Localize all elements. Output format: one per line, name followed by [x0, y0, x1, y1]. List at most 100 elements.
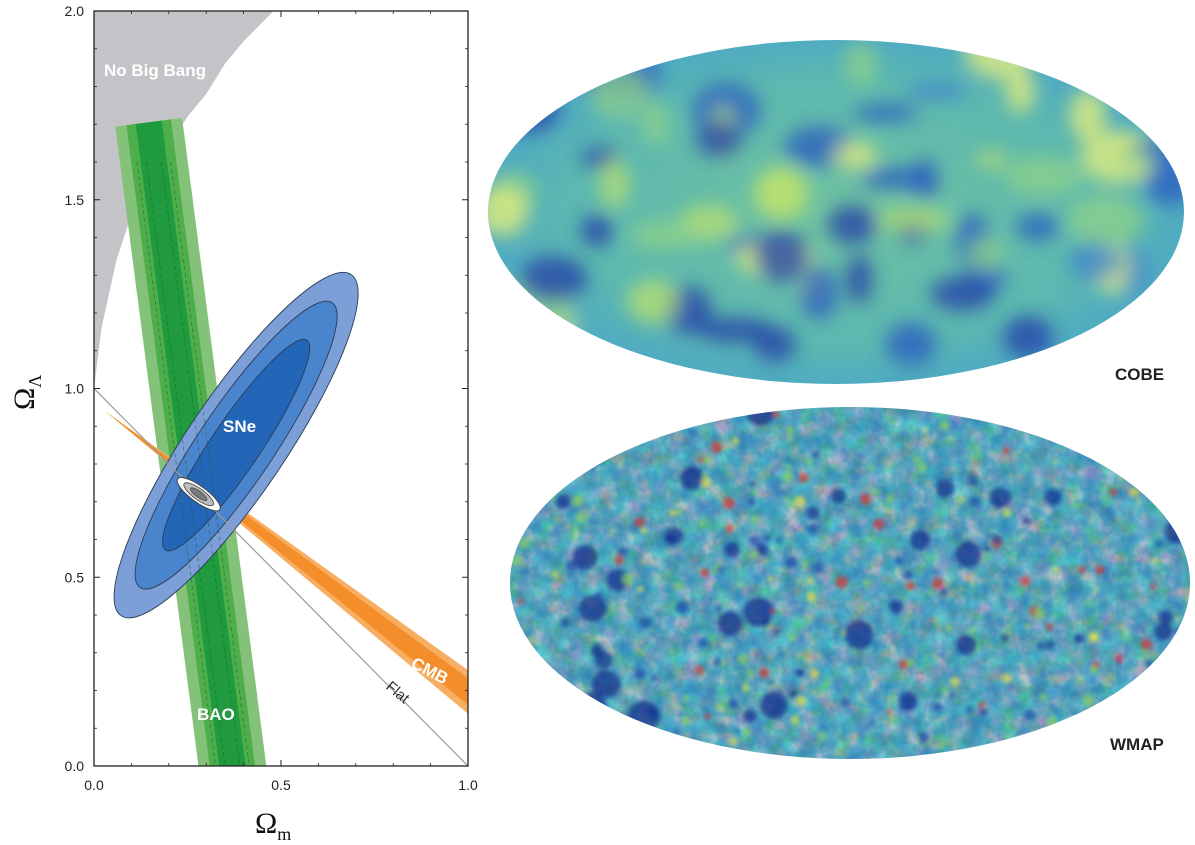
wmap-fluctuation: [634, 517, 645, 528]
wmap-fluctuation: [544, 460, 553, 469]
wmap-fluctuation: [519, 712, 530, 723]
wmap-fluctuation: [727, 472, 732, 477]
wmap-fluctuation: [1156, 539, 1164, 547]
wmap-fluctuation: [570, 721, 576, 727]
wmap-fluctuation: [1077, 677, 1084, 684]
cobe-sky-map: [488, 40, 1184, 384]
y-axis-ticks: 0.0 0.5 1.0 1.5 2.0: [65, 3, 468, 774]
wmap-fluctuation: [700, 477, 712, 488]
wmap-fluctuation: [889, 600, 904, 614]
wmap-fluctuation: [728, 698, 738, 709]
wmap-fluctuation: [918, 732, 929, 743]
cobe-fluctuation: [629, 220, 699, 250]
wmap-fluctuation: [551, 571, 559, 578]
wmap-fluctuation: [575, 511, 587, 523]
x-tick-label-0: 0.0: [84, 777, 104, 793]
wmap-fluctuation: [807, 524, 819, 535]
cobe-fluctuation: [754, 230, 809, 283]
wmap-fluctuation: [635, 670, 645, 680]
wmap-fluctuation: [624, 747, 630, 753]
wmap-fluctuation: [859, 493, 872, 505]
wmap-fluctuation: [1080, 736, 1090, 747]
wmap-fluctuation: [1060, 746, 1067, 753]
wmap-fluctuation: [1044, 488, 1062, 505]
cobe-fluctuation: [1069, 88, 1107, 142]
wmap-fluctuation: [901, 700, 907, 707]
wmap-fluctuation: [991, 534, 1002, 546]
wmap-fluctuation: [1185, 681, 1190, 687]
bao-dash-1: [146, 161, 226, 766]
wmap-fluctuation: [1154, 622, 1173, 641]
label-no-big-bang: No Big Bang: [104, 61, 206, 80]
wmap-fluctuation: [510, 671, 525, 692]
wmap-fluctuation: [522, 457, 529, 463]
wmap-fluctuation: [805, 458, 813, 466]
wmap-fluctuation: [1104, 508, 1109, 513]
cobe-fluctuation: [548, 40, 612, 85]
wmap-fluctuation: [899, 692, 918, 712]
wmap-fluctuation: [966, 705, 974, 713]
wmap-fluctuation: [1067, 743, 1072, 749]
wmap-fluctuation: [651, 675, 658, 682]
wmap-fluctuation: [955, 541, 982, 568]
cobe-fluctuation: [904, 82, 970, 100]
wmap-fluctuation: [939, 420, 950, 431]
wmap-fluctuation: [772, 410, 780, 418]
wmap-fluctuation: [1003, 447, 1010, 455]
wmap-fluctuation: [1078, 565, 1086, 574]
wmap-fluctuation: [756, 543, 769, 556]
wmap-fluctuation: [749, 549, 759, 559]
wmap-fluctuation: [952, 745, 958, 751]
wmap-fluctuation: [1024, 708, 1036, 721]
wmap-fluctuation: [786, 464, 791, 469]
y-tick-label-4: 2.0: [65, 3, 85, 19]
wmap-fluctuation: [1149, 718, 1161, 730]
wmap-fluctuation: [809, 668, 820, 679]
cobe-fluctuation: [493, 85, 560, 133]
combined-constraint: [176, 477, 221, 512]
x-tick-label-2: 1.0: [458, 777, 478, 793]
wmap-fluctuation: [790, 690, 798, 698]
wmap-fluctuation: [1025, 624, 1030, 629]
cobe-fluctuation: [599, 157, 630, 209]
wmap-sky-map: [510, 407, 1190, 759]
wmap-fluctuation: [699, 567, 710, 578]
wmap-fluctuation: [978, 702, 985, 708]
wmap-fluctuation: [1164, 482, 1171, 488]
wmap-fluctuation: [867, 464, 874, 471]
wmap-fluctuation: [567, 731, 580, 744]
wmap-fluctuation: [628, 700, 660, 733]
wmap-fluctuation: [1002, 508, 1012, 518]
wmap-fluctuation: [574, 717, 580, 722]
wmap-fluctuation: [830, 488, 846, 504]
wmap-fluctuation: [537, 460, 548, 471]
wmap-fluctuation: [620, 430, 625, 435]
wmap-fluctuation: [859, 454, 864, 459]
y-tick-label-3: 1.5: [65, 192, 85, 208]
wmap-fluctuation: [842, 698, 851, 707]
wmap-fluctuation: [750, 514, 759, 523]
wmap-fluctuation: [731, 437, 740, 445]
cobe-fluctuation: [911, 158, 939, 200]
wmap-fluctuation: [743, 709, 757, 723]
wmap-fluctuation: [933, 702, 943, 712]
wmap-fluctuation: [723, 497, 735, 510]
y-axis-symbol: Ω: [8, 388, 41, 410]
wmap-fluctuation: [774, 628, 780, 635]
y-axis-label: ΩΛ: [8, 375, 45, 410]
wmap-fluctuation: [515, 574, 520, 579]
wmap-fluctuation: [788, 632, 797, 642]
wmap-fluctuation: [885, 494, 893, 502]
cobe-fluctuation: [876, 207, 951, 232]
wmap-fluctuation: [1136, 459, 1146, 469]
wmap-fluctuation: [1089, 665, 1097, 674]
wmap-fluctuation: [1145, 660, 1153, 668]
wmap-fluctuation: [674, 728, 680, 734]
cobe-fluctuation: [1068, 241, 1122, 281]
wmap-fluctuation: [796, 695, 807, 707]
wmap-fluctuation: [787, 436, 792, 442]
wmap-fluctuation: [979, 708, 988, 717]
wmap-fluctuation: [749, 480, 757, 488]
wmap-fluctuation: [790, 715, 800, 724]
wmap-fluctuation: [668, 509, 676, 517]
